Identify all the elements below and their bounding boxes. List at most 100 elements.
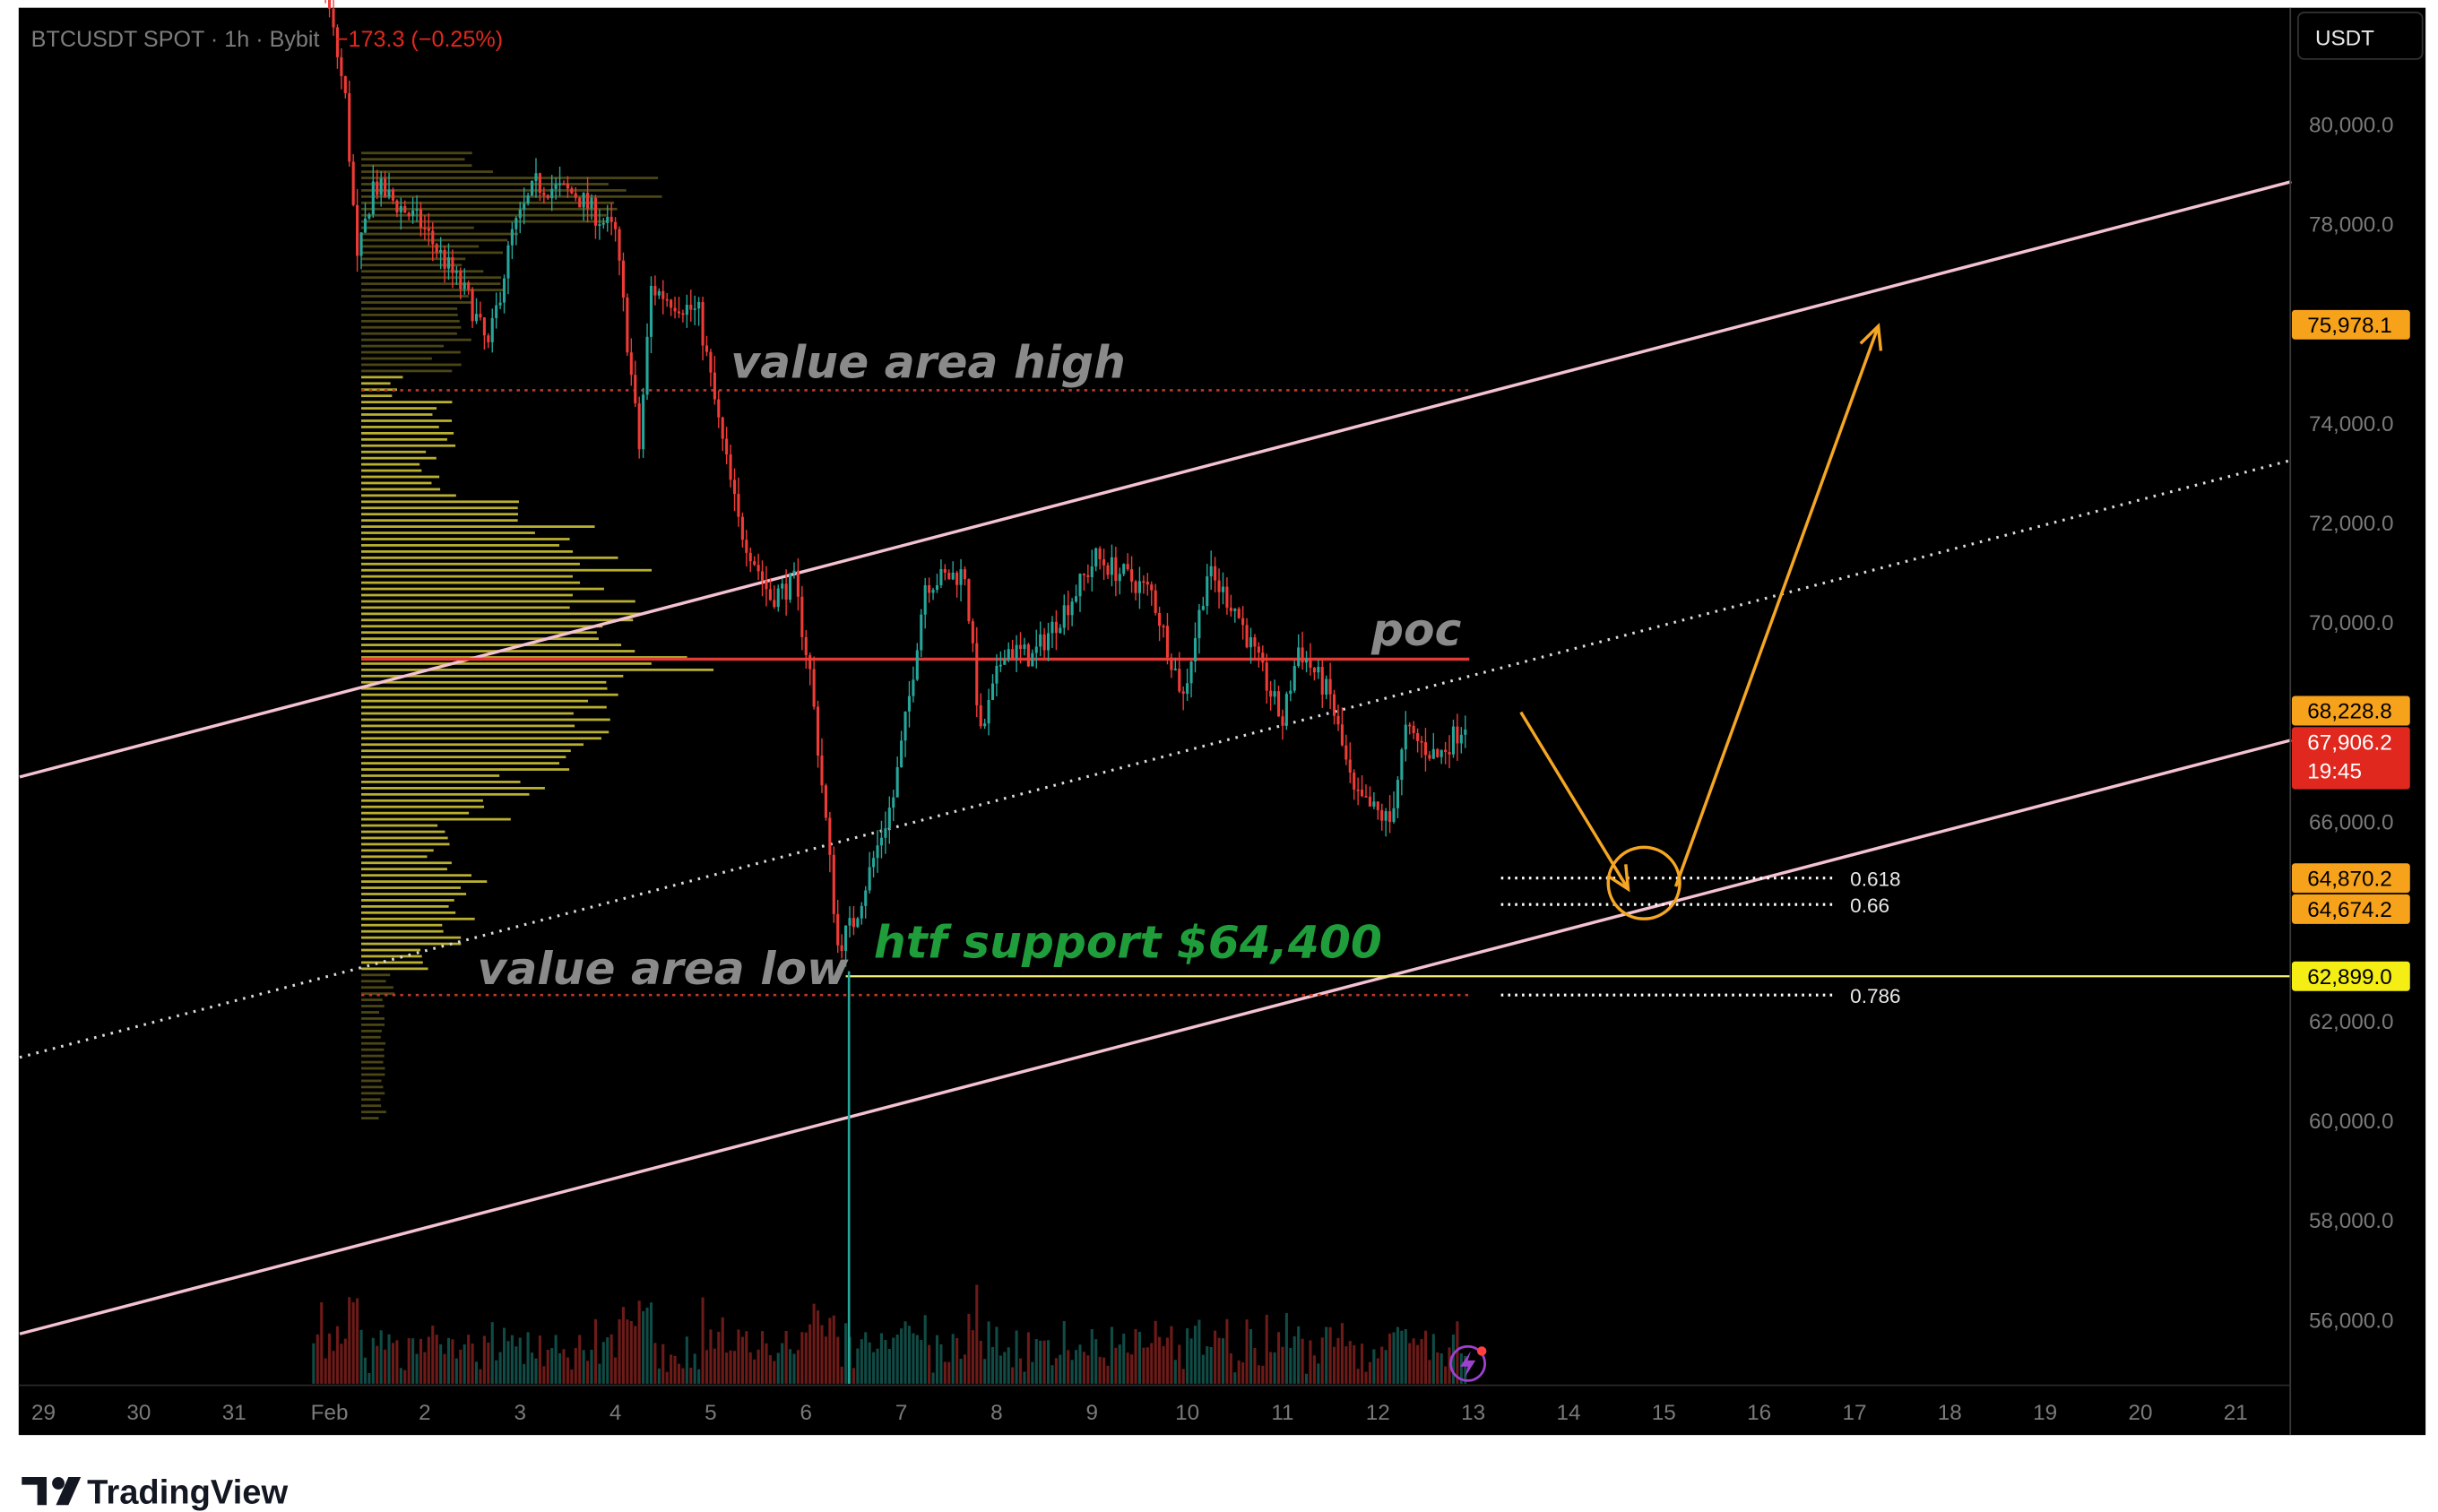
channel-upper-line[interactable] <box>19 180 2292 779</box>
candle-body[interactable] <box>376 181 379 195</box>
candle-body[interactable] <box>995 665 999 684</box>
candle-body[interactable] <box>1376 801 1379 810</box>
candle-body[interactable] <box>1464 729 1467 735</box>
candle-body[interactable] <box>800 596 804 637</box>
candle-body[interactable] <box>717 399 721 418</box>
price-badge[interactable]: 67,906.2 19:45 <box>2291 727 2410 790</box>
candle-body[interactable] <box>562 183 566 186</box>
candle-body[interactable] <box>804 636 808 656</box>
candle-body[interactable] <box>765 580 768 590</box>
candle-body[interactable] <box>1034 646 1038 653</box>
candle-body[interactable] <box>1134 581 1137 593</box>
candle-body[interactable] <box>487 335 490 342</box>
candle-body[interactable] <box>335 27 339 57</box>
candle-body[interactable] <box>371 181 375 215</box>
candle-body[interactable] <box>1098 548 1102 560</box>
candle-body[interactable] <box>1448 752 1451 755</box>
candle-body[interactable] <box>1170 657 1173 670</box>
candle-body[interactable] <box>637 403 641 450</box>
candle-body[interactable] <box>939 568 943 585</box>
candle-body[interactable] <box>1082 574 1085 575</box>
candle-body[interactable] <box>670 299 673 308</box>
candle-body[interactable] <box>1039 634 1042 647</box>
price-badge[interactable]: 64,674.2 <box>2291 894 2410 924</box>
candle-body[interactable] <box>459 271 463 289</box>
candle-body[interactable] <box>610 216 613 222</box>
candle-body[interactable] <box>1412 725 1415 733</box>
candle-body[interactable] <box>967 579 971 622</box>
candle-body[interactable] <box>490 317 494 342</box>
candle-body[interactable] <box>808 655 812 670</box>
candle-body[interactable] <box>1304 659 1309 663</box>
candle-body[interactable] <box>454 271 458 273</box>
candle-body[interactable] <box>506 245 510 279</box>
candle-body[interactable] <box>443 249 446 269</box>
candle-body[interactable] <box>987 699 990 724</box>
candle-body[interactable] <box>367 214 371 219</box>
candle-body[interactable] <box>387 189 391 197</box>
candle-body[interactable] <box>1423 742 1428 756</box>
candle-body[interactable] <box>1046 633 1050 651</box>
candle-body[interactable] <box>1372 801 1376 807</box>
candle-body[interactable] <box>928 584 931 593</box>
candle-body[interactable] <box>590 197 593 209</box>
candle-body[interactable] <box>1317 667 1320 673</box>
candle-body[interactable] <box>534 173 538 182</box>
candle-body[interactable] <box>1086 575 1090 577</box>
candle-body[interactable] <box>1388 811 1392 822</box>
candle-body[interactable] <box>725 438 729 455</box>
candle-body[interactable] <box>1122 564 1126 575</box>
candle-body[interactable] <box>1249 637 1253 648</box>
candle-body[interactable] <box>495 305 498 318</box>
candle-body[interactable] <box>1344 745 1348 760</box>
candle-body[interactable] <box>558 183 562 186</box>
candle-body[interactable] <box>391 189 395 201</box>
candle-body[interactable] <box>673 307 677 312</box>
target-circle[interactable] <box>1606 845 1682 920</box>
candle-body[interactable] <box>1059 627 1062 634</box>
candle-body[interactable] <box>554 184 558 189</box>
candle-body[interactable] <box>343 75 347 94</box>
candle-body[interactable] <box>1451 726 1456 755</box>
candle-body[interactable] <box>1276 691 1281 717</box>
candle-body[interactable] <box>629 352 633 376</box>
candle-body[interactable] <box>1070 601 1074 616</box>
candle-body[interactable] <box>431 230 435 245</box>
candle-body[interactable] <box>681 313 685 315</box>
candle-body[interactable] <box>892 797 895 808</box>
candle-body[interactable] <box>836 913 840 946</box>
candle-body[interactable] <box>498 302 502 306</box>
candle-body[interactable] <box>467 282 471 289</box>
candle-body[interactable] <box>479 314 482 318</box>
candle-body[interactable] <box>1078 574 1082 597</box>
candle-body[interactable] <box>713 372 716 400</box>
candle-body[interactable] <box>1340 724 1344 746</box>
candle-body[interactable] <box>1289 690 1292 695</box>
candle-body[interactable] <box>1269 690 1273 697</box>
candle-body[interactable] <box>1102 559 1106 566</box>
candle-body[interactable] <box>748 552 752 562</box>
candle-body[interactable] <box>1404 724 1407 750</box>
candle-body[interactable] <box>951 572 955 580</box>
candle-body[interactable] <box>887 808 891 829</box>
candle-body[interactable] <box>502 278 506 303</box>
candle-body[interactable] <box>1325 678 1328 696</box>
candle-body[interactable] <box>963 569 967 580</box>
candle-body[interactable] <box>817 706 820 756</box>
candle-body[interactable] <box>526 194 530 203</box>
candle-body[interactable] <box>935 584 939 591</box>
candle-body[interactable] <box>796 570 800 597</box>
candle-body[interactable] <box>812 669 816 707</box>
candle-body[interactable] <box>439 249 443 253</box>
candle-body[interactable] <box>1090 566 1094 577</box>
candle-body[interactable] <box>606 216 610 223</box>
candle-body[interactable] <box>1193 638 1197 662</box>
currency-button[interactable]: USDT <box>2297 12 2424 60</box>
channel-lower-line[interactable] <box>19 739 2292 1335</box>
candle-body[interactable] <box>423 228 427 229</box>
candle-body[interactable] <box>1245 625 1249 648</box>
candle-body[interactable] <box>1126 564 1129 570</box>
candle-body[interactable] <box>463 282 466 289</box>
candle-body[interactable] <box>868 867 871 891</box>
